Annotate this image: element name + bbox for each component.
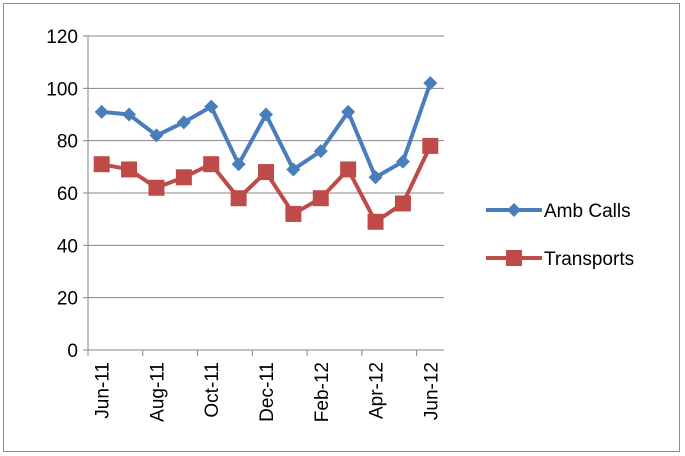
x-tick-label-Oct-11: Oct-11	[202, 362, 223, 418]
data-point-Apr-12	[367, 213, 384, 230]
series-amb-calls	[94, 76, 438, 185]
legend-label: Transports	[544, 249, 634, 270]
data-point-Oct-11	[203, 156, 220, 173]
data-point-Sep-11	[176, 115, 191, 130]
y-tick-label-100: 100	[46, 79, 78, 100]
legend-marker	[507, 203, 521, 217]
y-tick-labels: 0 20 40 60 80 100 120	[46, 27, 78, 362]
data-point-Jan-12	[285, 205, 302, 222]
data-point-Dec-11	[259, 107, 273, 122]
data-point-Nov-11	[231, 157, 246, 172]
x-tick-labels: Jun-11 Aug-11 Oct-11 Dec-11 Feb-12 Apr-12 Jun-…	[93, 362, 443, 422]
x-tick-label-Dec-11: Dec-11	[257, 362, 278, 422]
data-point-Jul-11	[122, 107, 137, 122]
legend-item-amb-calls: Amb Calls	[486, 201, 631, 222]
data-point-Feb-12	[313, 144, 328, 159]
y-tick-label-20: 20	[57, 289, 78, 310]
data-point-Aug-11	[148, 179, 165, 196]
y-tick-label-80: 80	[57, 132, 78, 153]
chart-frame	[3, 3, 680, 452]
data-point-Nov-11	[230, 190, 247, 207]
data-point-May-12	[395, 154, 410, 169]
series-line	[101, 82, 433, 180]
data-point-Jun-12	[422, 137, 439, 154]
data-point-Dec-11	[258, 164, 274, 181]
data-point-Jun-11	[94, 104, 109, 119]
data-point-Feb-12	[312, 190, 329, 207]
data-point-Aug-11	[149, 128, 164, 143]
series-transports	[93, 137, 439, 230]
data-point-Mar-12	[340, 161, 357, 178]
data-point-Jan-12	[286, 162, 301, 177]
gridlines	[88, 35, 444, 299]
x-tick-label-Jun-11: Jun-11	[93, 362, 114, 419]
data-point-Sep-11	[175, 169, 192, 186]
legend-item-transports: Transports	[486, 249, 634, 270]
data-point-Apr-12	[368, 170, 383, 185]
data-point-Jun-11	[93, 156, 110, 173]
y-tick-label-60: 60	[57, 184, 78, 205]
data-point-Jul-11	[121, 161, 138, 178]
data-point-May-12	[394, 195, 411, 212]
series-group	[93, 76, 439, 230]
x-tick-label-Jun-12: Jun-12	[421, 362, 442, 420]
legend: Amb Calls Transports	[486, 201, 634, 270]
x-tick-label-Apr-12: Apr-12	[367, 362, 388, 419]
data-point-Oct-11	[204, 99, 219, 114]
y-tick-label-0: 0	[67, 341, 78, 362]
axes	[83, 35, 444, 356]
data-point-Jun-12	[423, 76, 438, 91]
legend-marker	[506, 250, 522, 266]
y-tick-label-120: 120	[46, 27, 78, 48]
x-tick-label-Feb-12: Feb-12	[312, 362, 333, 422]
data-point-Mar-12	[341, 104, 356, 119]
legend-label: Amb Calls	[544, 201, 631, 222]
y-tick-label-40: 40	[57, 236, 78, 257]
x-tick-label-Aug-11: Aug-11	[147, 362, 168, 422]
